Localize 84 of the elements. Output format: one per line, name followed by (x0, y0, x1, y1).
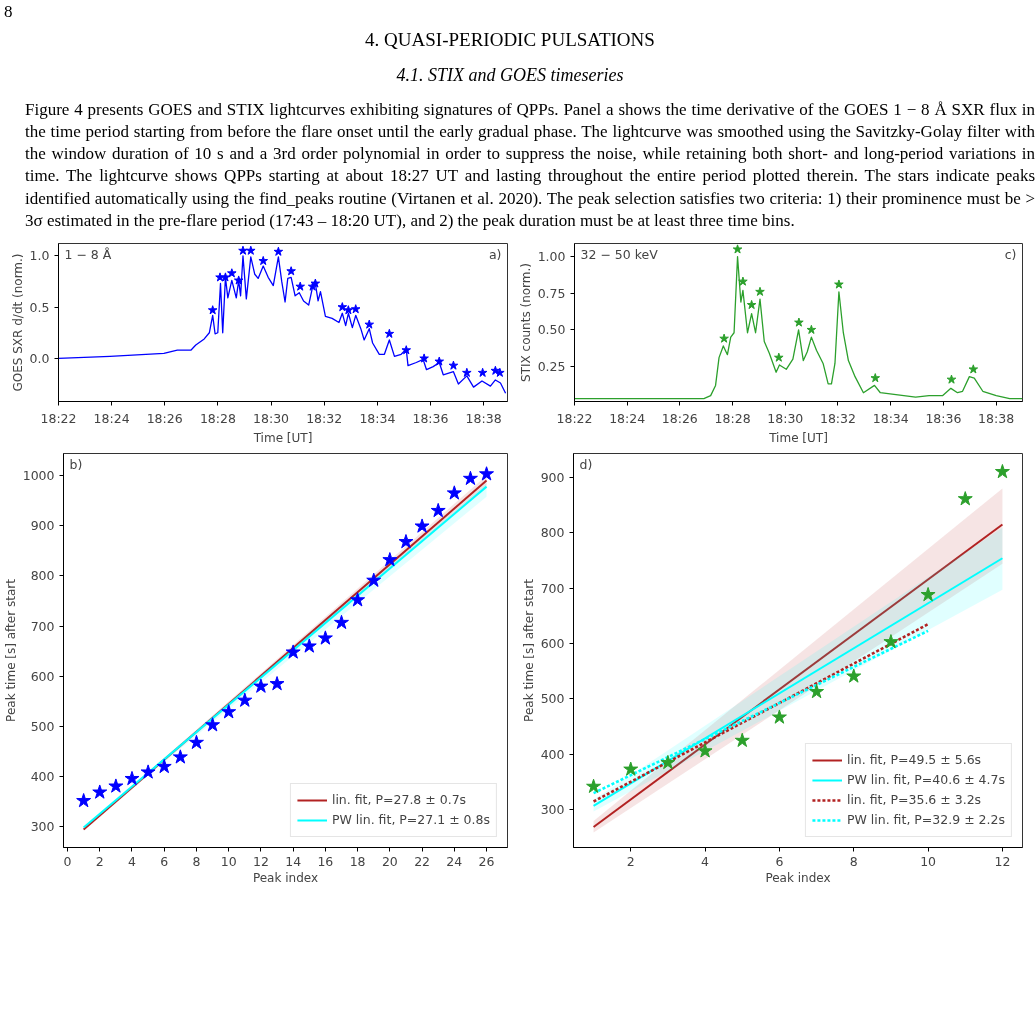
y-tick-label: 600 (540, 635, 565, 651)
x-tick-label: 18:36 (412, 410, 449, 426)
x-tick-label: 16 (317, 853, 334, 869)
annotation: a) (488, 246, 502, 262)
x-tick-label: 18:24 (609, 410, 646, 426)
x-tick-label: 18:36 (925, 410, 962, 426)
y-tick-label: 900 (540, 469, 565, 485)
x-tick-label: 18:28 (714, 410, 751, 426)
y-tick-label: 0.5 (29, 299, 50, 315)
y-tick-label: 1000 (22, 467, 55, 483)
x-tick-label: 20 (381, 853, 398, 869)
y-tick-label: 600 (30, 668, 55, 684)
legend-label: PW lin. fit, P=27.1 ± 0.8s (331, 812, 490, 828)
x-tick-label: 0 (63, 853, 72, 869)
legend-label: lin. fit, P=27.8 ± 0.7s (331, 792, 467, 808)
x-tick-label: 18:32 (819, 410, 856, 426)
x-tick-label: 18:30 (253, 410, 290, 426)
legend-label: lin. fit, P=35.6 ± 3.2s (846, 792, 982, 808)
y-tick-label: 300 (540, 802, 565, 818)
y-tick-label: 400 (540, 746, 565, 762)
x-tick-label: 26 (478, 853, 495, 869)
x-tick-label: 18:34 (872, 410, 909, 426)
x-tick-label: 8 (849, 853, 858, 869)
x-tick-label: 18:26 (661, 410, 698, 426)
x-tick-label: 18:30 (767, 410, 804, 426)
y-axis-title: STIX counts (norm.) (518, 262, 533, 382)
x-tick-label: 6 (160, 853, 169, 869)
x-tick-label: 18:28 (199, 410, 236, 426)
x-axis-title: Time [UT] (252, 430, 313, 445)
y-tick-label: 1.00 (537, 248, 566, 264)
caption: Figure 4 presents GOES and STIX lightcurves exhibiting signatures of QPPs. Panel a shows the time derivative of the GOES 1 − 8 Å SXR flux in the time period starting from before the flare onset until the early gradual phase. The lightcurve was smoothed using the Savitzky-Golay filter with the window duration of 10 s and a 3rd order polynomial in order to suppress the noise, while retaining both short- and long-period variations in time. The lightcurve shows QPPs starting at about 18:27 UT and lasting throughout the entire period plotted therein. The stars indicate peaks identified automatically using the find_peaks routine (Virtanen et al. 2020). The peak selection satisfies two criteria: 1) their prominence must be > 3σ estimated in the pre-flare period (17:43 – 18:20 UT), and 2) the peak duration must be at least three time bins. (25, 99, 1035, 232)
x-tick-label: 2 (95, 853, 104, 869)
x-tick-label: 10 (920, 853, 937, 869)
annotation: c) (1004, 246, 1017, 262)
x-tick-label: 6 (775, 853, 784, 869)
x-tick-label: 18:34 (359, 410, 396, 426)
x-tick-label: 18:32 (306, 410, 343, 426)
y-axis-title: GOES SXR d/dt (norm.) (10, 253, 25, 392)
x-tick-label: 18:38 (978, 410, 1015, 426)
y-tick-label: 1.0 (29, 248, 50, 263)
annotation: 32 − 50 keV (580, 246, 659, 262)
y-tick-label: 800 (30, 568, 55, 584)
y-tick-label: 300 (30, 819, 55, 835)
x-axis-title: Time [UT] (768, 430, 828, 445)
x-tick-label: 2 (626, 853, 635, 869)
x-tick-label: 18:38 (465, 410, 502, 426)
y-tick-label: 0.50 (537, 322, 566, 337)
y-tick-label: 0.0 (29, 350, 50, 366)
x-tick-label: 4 (701, 853, 710, 869)
x-tick-label: 24 (446, 853, 463, 869)
text: 4. QUASI-PERIODIC PULSATIONS (365, 28, 655, 53)
y-tick-label: 800 (540, 524, 565, 540)
y-tick-label: 0.75 (537, 285, 566, 301)
x-tick-label: 12 (252, 853, 269, 869)
text: 8 (4, 1, 13, 23)
x-axis-title: Peak index (252, 870, 319, 885)
y-tick-label: 700 (540, 580, 565, 596)
y-tick-label: 0.25 (537, 358, 566, 374)
legend-label: lin. fit, P=49.5 ± 5.6s (846, 752, 982, 768)
text: 4.1. STIX and GOES timeseries (396, 64, 624, 88)
x-tick-label: 14 (285, 853, 302, 869)
y-tick-label: 500 (540, 691, 565, 707)
x-tick-label: 10 (220, 853, 237, 869)
annotation: d) (579, 456, 593, 472)
y-tick-label: 400 (30, 768, 55, 784)
x-tick-label: 22 (414, 853, 431, 869)
y-tick-label: 500 (30, 718, 55, 734)
x-tick-label: 12 (994, 853, 1011, 869)
y-axis-title: Peak time [s] after start (3, 578, 18, 722)
y-tick-label: 900 (30, 517, 55, 533)
x-tick-label: 8 (192, 853, 201, 869)
x-axis-title: Peak index (765, 870, 831, 885)
legend-label: PW lin. fit, P=40.6 ± 4.7s (846, 772, 1005, 788)
legend-label: PW lin. fit, P=32.9 ± 2.2s (846, 812, 1005, 828)
x-tick-label: 18:22 (40, 410, 77, 426)
x-tick-label: 18:22 (556, 410, 593, 426)
x-tick-label: 18:26 (146, 410, 183, 426)
annotation: 1 − 8 Å (64, 246, 112, 262)
y-axis-title: Peak time [s] after start (521, 578, 536, 722)
x-tick-label: 18:24 (93, 410, 130, 426)
x-tick-label: 4 (128, 853, 137, 869)
annotation: b) (69, 456, 83, 472)
x-tick-label: 18 (349, 853, 366, 869)
y-tick-label: 700 (30, 618, 55, 634)
